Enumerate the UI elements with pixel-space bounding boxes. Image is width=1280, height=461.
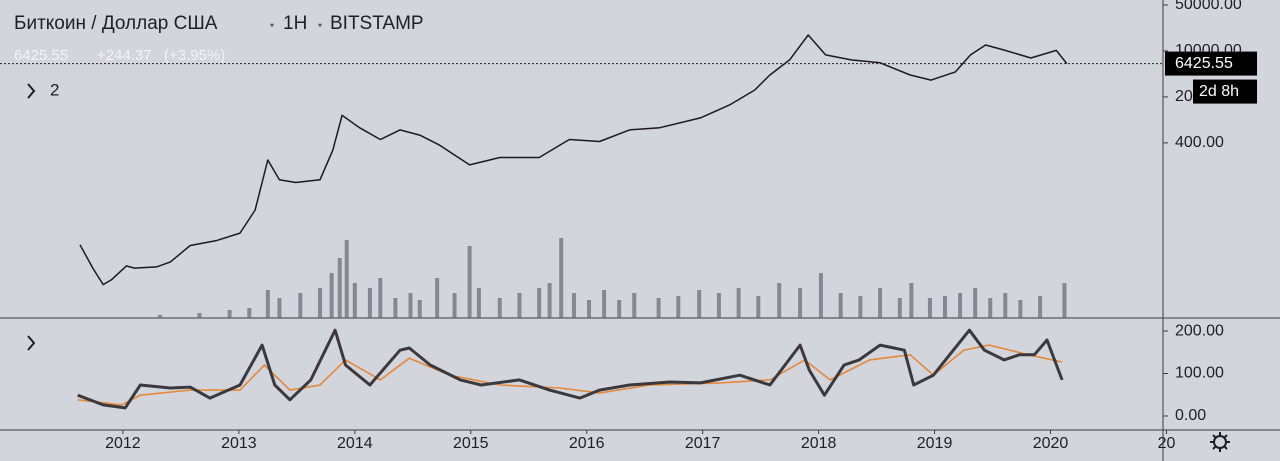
dot (270, 23, 274, 27)
volume-bar (602, 290, 607, 318)
x-tick-label: 2016 (569, 435, 605, 452)
expand-icon[interactable] (27, 83, 36, 99)
volume-bar (897, 298, 902, 318)
volume-bar (571, 293, 576, 318)
volume-bar (798, 288, 803, 318)
x-tick-label: 2019 (917, 435, 953, 452)
volume-bar (736, 288, 741, 318)
volume-bar (559, 238, 564, 318)
volume-bar (537, 288, 542, 318)
series-line (77, 328, 1064, 410)
settings-icon[interactable] (1210, 432, 1230, 452)
y-tick-label: 100.00 (1175, 365, 1224, 382)
x-tick-label: 2014 (337, 435, 373, 452)
volume-bar (1062, 283, 1067, 318)
y-tick-label: 400.00 (1175, 134, 1224, 151)
volume-bar (265, 290, 270, 318)
volume-bar (547, 283, 552, 318)
volume-bar (927, 298, 932, 318)
volume-bar (517, 293, 522, 318)
countdown-tag (1193, 79, 1257, 104)
volume-bar (408, 293, 413, 318)
price-tag-label: 6425.55 (1175, 55, 1233, 72)
volume-bar (697, 290, 702, 318)
volume-bar (818, 273, 823, 318)
volume-bar (617, 300, 622, 318)
volume-bar (435, 278, 440, 318)
volume-bar (378, 278, 383, 318)
volume-bar (632, 293, 637, 318)
y-tick-label: 0.00 (1175, 407, 1206, 424)
expand-icon[interactable] (27, 335, 36, 351)
volume-bar (838, 293, 843, 318)
volume-bar (467, 246, 472, 318)
volume-bar (1003, 293, 1008, 318)
x-tick-label: 20 (1158, 435, 1176, 452)
volume-bar (676, 296, 681, 318)
volume-bar (367, 288, 372, 318)
volume-bar (1018, 300, 1023, 318)
volume-bar (497, 298, 502, 318)
volume-bar (958, 293, 963, 318)
price-change: +244.37 (97, 47, 152, 64)
volume-bar (298, 293, 303, 318)
volume-bar (878, 288, 883, 318)
exchange: BITSTAMP (330, 13, 424, 34)
price-tag (1165, 51, 1257, 76)
price-change-pct: (+3.95%) (164, 47, 225, 64)
volume-bar (337, 258, 342, 318)
moving-average (77, 344, 1063, 406)
volume-bar (329, 273, 334, 318)
volume-bar (352, 283, 357, 318)
y-tick-label: 50000.00 (1175, 0, 1242, 13)
volume-bar (973, 288, 978, 318)
series-line (79, 34, 1068, 286)
interval: 1H (283, 13, 307, 34)
x-tick-label: 2020 (1033, 435, 1069, 452)
volume-bar (656, 298, 661, 318)
volume-bar (988, 298, 993, 318)
volume-bar (344, 240, 349, 318)
volume-bar (277, 298, 282, 318)
dot (318, 23, 322, 27)
last-price: 6425.55 (14, 47, 68, 64)
volume-bar (587, 300, 592, 318)
volume-bar (716, 293, 721, 318)
y-tick-label: 200.00 (1175, 322, 1224, 339)
volume-bar (158, 315, 163, 318)
volume-bar (909, 283, 914, 318)
x-tick-label: 2018 (801, 435, 837, 452)
symbol: Биткоин / Доллар США (14, 13, 218, 34)
volume-bar (756, 296, 761, 318)
volume-bar (227, 310, 232, 318)
volume-bar (858, 296, 863, 318)
volume-bar (197, 313, 202, 318)
volume-bar (777, 283, 782, 318)
volume-bar (393, 298, 398, 318)
x-tick-label: 2015 (453, 435, 489, 452)
volume-bar (318, 288, 323, 318)
indicator-count[interactable]: 2 (50, 80, 59, 99)
volume-bar (476, 288, 481, 318)
countdown-label: 2d 8h (1199, 83, 1239, 100)
x-tick-label: 2017 (685, 435, 721, 452)
volume-bar (247, 308, 252, 318)
volume-bar (417, 300, 422, 318)
volume-bar (1038, 296, 1043, 318)
x-tick-label: 2012 (105, 435, 141, 452)
x-tick-label: 2013 (221, 435, 257, 452)
volume-bar (452, 293, 457, 318)
volume-bar (943, 296, 948, 318)
